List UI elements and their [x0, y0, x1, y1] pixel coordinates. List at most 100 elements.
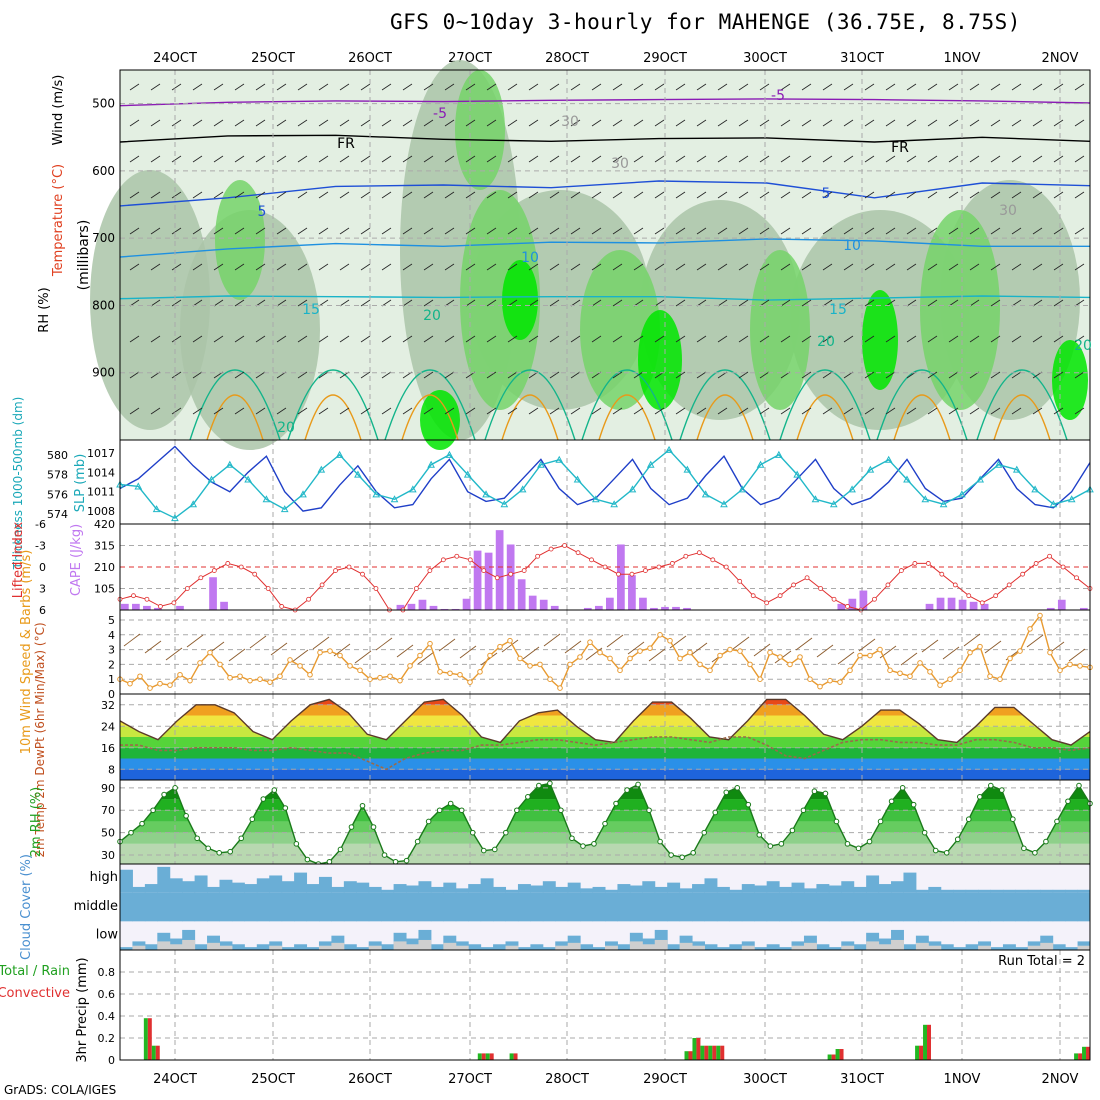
wind-barb	[1011, 227, 1022, 235]
wind-barb	[675, 227, 686, 235]
wind-barb	[801, 371, 812, 379]
wind-speed-line-point	[157, 680, 163, 687]
wind-speed-line-point	[127, 680, 133, 687]
wind-barb	[171, 263, 182, 271]
y-tick-label: 1014	[87, 466, 115, 479]
wind-barb	[822, 263, 833, 271]
cloud-high-bar	[331, 886, 345, 893]
thickness-line-point	[390, 495, 399, 503]
wind-barb	[1032, 227, 1043, 235]
wind-barb	[717, 83, 728, 91]
wind-barb	[291, 649, 309, 663]
wind-speed-line-point	[377, 674, 383, 681]
y-tick-label: 1008	[87, 505, 115, 518]
rh-line-point	[249, 816, 256, 823]
wind-barb	[906, 119, 917, 127]
wind-barb	[423, 371, 434, 379]
rh-line-point	[348, 824, 355, 830]
rh-line-point	[414, 838, 421, 845]
y-tick-label: 210	[94, 561, 115, 574]
wind-barb	[234, 299, 245, 307]
wind-barb	[549, 263, 560, 271]
rh-line-point	[690, 850, 696, 856]
wind-barb	[360, 191, 371, 199]
wind-speed-line-point	[837, 679, 843, 685]
rh-line-point	[238, 835, 245, 842]
cloud-middle-bar	[791, 892, 805, 922]
wind-barb	[990, 371, 1001, 379]
cloud-middle-bar	[331, 892, 345, 922]
rh-line-point	[778, 841, 785, 847]
wind-barb	[969, 227, 980, 235]
wind-speed-line-point	[947, 676, 953, 683]
date-label-top: 28OCT	[545, 51, 589, 66]
wind-barb	[633, 83, 644, 91]
cloud-middle-bar	[667, 892, 681, 922]
wind-barb	[696, 227, 707, 235]
temp-band	[120, 726, 1090, 737]
wind-barb	[591, 407, 602, 415]
wind-barb	[654, 191, 665, 199]
wind-barb	[129, 155, 140, 163]
cloud-low-gray	[331, 942, 345, 950]
wind-barb	[150, 191, 161, 199]
wind-barb	[1011, 407, 1022, 415]
wind-barb	[213, 407, 224, 415]
wind-barb	[591, 227, 602, 235]
wind-barb	[507, 83, 518, 91]
cloud-middle-bar	[1002, 892, 1016, 922]
precip-total-bar	[716, 1045, 721, 1060]
wind-speed-line-point	[897, 670, 903, 677]
cloud-middle-bar	[1015, 892, 1029, 922]
cloud-middle-bar	[132, 892, 146, 922]
y-tick-label: 105	[94, 583, 115, 596]
wind-speed-line-point	[467, 679, 473, 685]
isotherm-line	[206, 394, 264, 441]
cloud-low-bar	[754, 947, 768, 950]
thickness-line-point	[463, 470, 472, 478]
rh-line-point	[767, 843, 774, 849]
wind-barb	[486, 155, 497, 163]
precip-total-bar	[485, 1053, 490, 1060]
wind-barb	[801, 407, 812, 415]
lifted-index-point	[1047, 553, 1052, 559]
wind-barb	[822, 335, 833, 343]
wind-speed-line-point	[247, 677, 253, 684]
wind-barb	[402, 335, 413, 343]
wind-speed-line-point	[297, 663, 303, 669]
wind-barb	[318, 407, 329, 415]
wind-speed-line-point	[807, 676, 813, 683]
cloud-low-bar	[244, 947, 258, 950]
wind-barb	[1074, 371, 1085, 379]
date-label-bottom: 25OCT	[251, 1072, 295, 1087]
lifted-index-point	[898, 568, 904, 573]
wind-barb	[612, 119, 623, 127]
lifted-index-point	[481, 568, 487, 573]
wind-barb	[759, 407, 770, 415]
cloud-middle-bar	[940, 892, 954, 922]
wind-barb	[339, 407, 350, 415]
wind-barb	[675, 299, 686, 307]
cloud-low-bar	[356, 947, 370, 950]
wind-barb	[192, 263, 203, 271]
wind-barb	[1053, 155, 1064, 163]
wind-barb	[396, 644, 414, 658]
y-axis-label: Cloud Cover (%)	[19, 854, 34, 960]
thickness-line-point	[683, 465, 692, 473]
cloud-high-bar	[841, 881, 855, 893]
wind-barb	[906, 407, 917, 415]
wind-barb	[906, 263, 917, 271]
wind-barb	[255, 371, 266, 379]
wind-barb	[444, 155, 455, 163]
cloud-low-bar	[953, 947, 967, 950]
thickness-line-point	[299, 490, 307, 498]
y-tick-label: 580	[47, 449, 68, 462]
wind-barb	[423, 119, 434, 127]
cloud-middle-bar	[505, 892, 519, 922]
wind-barb	[717, 263, 728, 271]
wind-barb	[276, 335, 287, 343]
wind-barb	[255, 407, 266, 415]
cloud-middle-bar	[256, 892, 270, 922]
wind-barb	[339, 335, 350, 343]
cloud-high-bar	[766, 881, 780, 893]
